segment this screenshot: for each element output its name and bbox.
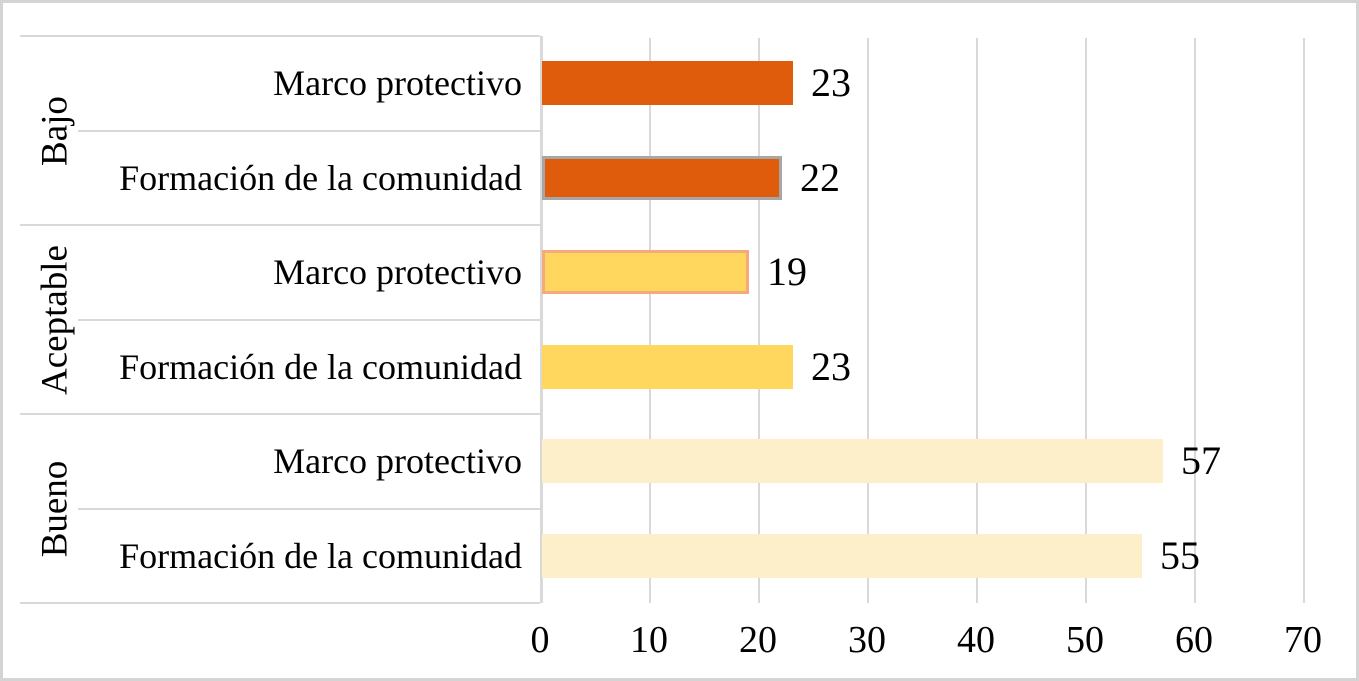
gridline-70 [1303,38,1305,603]
bar-aceptable-1 [542,345,793,389]
gridline-10 [649,38,651,603]
data-label: 22 [800,154,840,200]
data-label: 23 [811,343,851,389]
group-label-aceptable: Aceptable [34,244,76,395]
category-axis-line [540,36,543,603]
item-label: Marco protectivo [273,63,522,104]
bar-bajo-0 [542,61,793,105]
group-label-bueno: Bueno [34,460,76,557]
gridline-60 [1194,38,1196,603]
x-tick-50: 50 [1066,619,1104,661]
gridline-20 [758,38,760,603]
group-boundary-line [20,224,540,226]
item-label: Marco protectivo [273,252,522,293]
item-divider-line [78,318,540,321]
item-label: Formación de la comunidad [119,535,522,576]
gridline-50 [1085,38,1087,603]
group-label-bajo: Bajo [34,95,76,166]
group-boundary-line [20,35,540,37]
item-divider-line [78,507,540,510]
x-tick-30: 30 [848,619,886,661]
item-divider-line [78,129,540,132]
x-tick-0: 0 [530,619,550,661]
bar-bajo-1 [542,156,782,200]
group-boundary-line [20,602,540,604]
x-tick-40: 40 [957,619,995,661]
item-label: Formación de la comunidad [119,346,522,387]
bar-bueno-0 [542,439,1163,483]
data-label: 55 [1160,532,1200,578]
gridline-30 [867,38,869,603]
data-label: 57 [1181,438,1221,484]
gridline-40 [976,38,978,603]
bar-bueno-1 [542,534,1142,578]
bar-aceptable-0 [542,250,749,294]
x-tick-20: 20 [739,619,777,661]
group-boundary-line [20,413,540,415]
data-label: 19 [767,249,807,295]
data-label: 23 [811,60,851,106]
x-tick-60: 60 [1175,619,1213,661]
x-tick-10: 10 [630,619,668,661]
x-tick-70: 70 [1284,619,1322,661]
item-label: Formación de la comunidad [119,157,522,198]
item-label: Marco protectivo [273,441,522,482]
